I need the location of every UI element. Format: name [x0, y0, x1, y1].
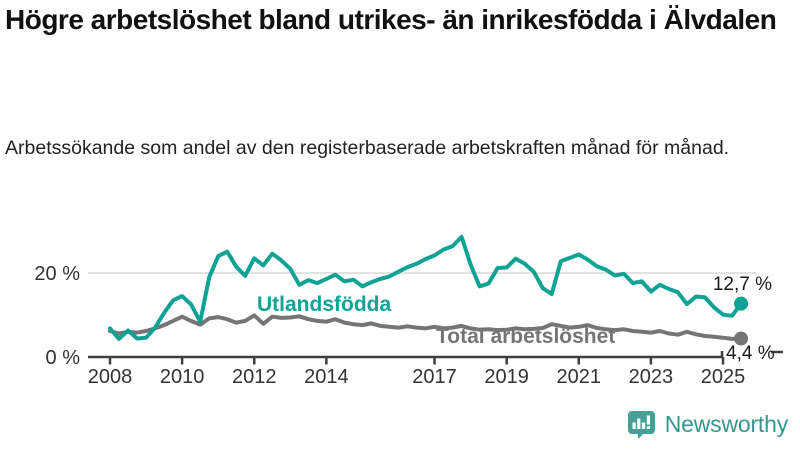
newsworthy-wordmark: Newsworthy: [664, 411, 788, 437]
x-tick-label-2010: 2010: [160, 366, 205, 388]
end-label-utlandsfodda: 12,7 %: [713, 274, 772, 295]
x-tick-label-2017: 2017: [412, 366, 457, 388]
line-total-arbetsl-shet: [108, 313, 744, 341]
chart-subtitle: Arbetssökande som andel av den registerb…: [5, 137, 730, 159]
x-axis-line: [88, 351, 724, 359]
end-dot-utlandsf-dda: [734, 296, 749, 311]
bar-3: [641, 422, 645, 429]
series-label-total: Total arbetslöshet: [436, 325, 615, 348]
exclamation-dot: [646, 426, 650, 429]
newsworthy-logo[interactable]: Newsworthy: [626, 409, 788, 440]
x-tick-label-2023: 2023: [629, 366, 674, 388]
bar-2: [636, 418, 641, 429]
x-tick-label-2025: 2025: [701, 366, 746, 388]
speech-bubble-shape: [627, 411, 655, 439]
x-tick-label-2014: 2014: [304, 366, 349, 388]
chart-title: Högre arbetslöshet bland utrikes- än inr…: [5, 4, 777, 35]
y-tick-label-0: 0 %: [46, 347, 81, 369]
end-label-total: 4,4 %: [726, 343, 775, 364]
line-utlandsf-dda: [108, 234, 744, 341]
newsworthy-icon: [627, 411, 655, 439]
x-tick-label-2019: 2019: [484, 366, 529, 388]
y-tick-label-20: 20 %: [34, 263, 80, 285]
x-tick-label-2008: 2008: [88, 366, 133, 388]
x-tick-label-2012: 2012: [232, 366, 277, 388]
plot-area: 2008 2010 2012 2014 2017 2019 2021 2023 2025: [88, 234, 749, 388]
bar-1: [632, 422, 636, 429]
series-label-utlandsfodda: Utlandsfödda: [257, 293, 391, 316]
x-tick-label-2021: 2021: [557, 366, 602, 388]
end-dot-total-arbetsl-shet: [734, 331, 749, 346]
exclamation-bar: [646, 415, 650, 425]
